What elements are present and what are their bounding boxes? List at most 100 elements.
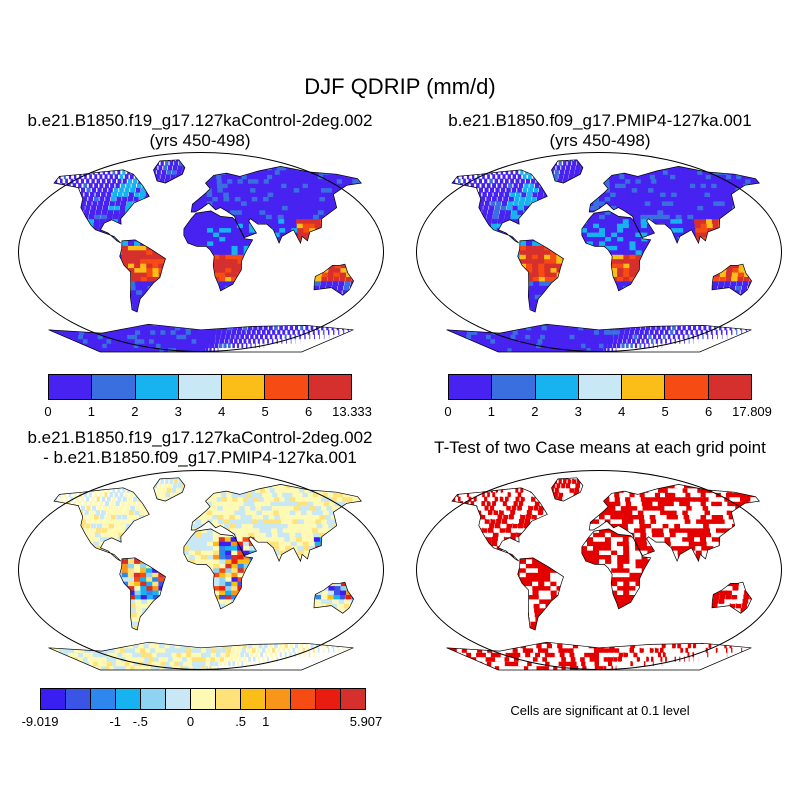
colorbar-tick-label: -.5 bbox=[132, 714, 148, 729]
colorbar-tick-label: -1 bbox=[109, 714, 121, 729]
colorbar-tick-label: 17.809 bbox=[732, 404, 772, 419]
coastline-eurasia bbox=[190, 166, 362, 245]
panel-pmip4-title: b.e21.B1850.f09_g17.PMIP4-127ka.001 (yrs… bbox=[400, 111, 800, 151]
coastline-antarctica bbox=[48, 641, 354, 671]
coastline-southAmerica bbox=[119, 557, 166, 631]
coastline-southAmerica bbox=[517, 239, 564, 313]
colorbar-tick-label: 1 bbox=[262, 714, 270, 729]
coastline-australia bbox=[711, 581, 753, 614]
colorbar-tick-label: 3 bbox=[574, 404, 582, 419]
colorbar-difference bbox=[40, 688, 366, 710]
colorbar-tick-label: 4 bbox=[218, 404, 226, 419]
panel-pmip4-title-line1: b.e21.B1850.f09_g17.PMIP4-127ka.001 bbox=[448, 111, 752, 130]
panel-control-title-line1: b.e21.B1850.f19_g17.127kaControl-2deg.00… bbox=[27, 111, 373, 130]
coastline-northAmerica bbox=[451, 169, 548, 244]
figure-title: DJF QDRIP (mm/d) bbox=[304, 74, 496, 99]
map-border bbox=[18, 152, 384, 352]
map-difference bbox=[18, 470, 384, 671]
coastline-australia bbox=[313, 581, 355, 614]
coastline-eurasia bbox=[588, 166, 760, 245]
colorbar-swatch bbox=[622, 375, 666, 399]
colorbar-swatch bbox=[341, 689, 365, 709]
colorbar-tick-label: 4 bbox=[618, 404, 626, 419]
coastline-northAmerica bbox=[53, 487, 150, 562]
colorbar-tick-label: 5.907 bbox=[349, 714, 383, 729]
colorbar-tick-label: .5 bbox=[235, 714, 247, 729]
map-control bbox=[18, 152, 384, 353]
coastline-greenland bbox=[551, 159, 584, 184]
coastline-australia bbox=[711, 263, 753, 296]
colorbar-swatch bbox=[116, 689, 141, 709]
colorbar-swatch bbox=[166, 689, 191, 709]
colorbar-swatch bbox=[141, 689, 166, 709]
colorbar-swatch bbox=[241, 689, 266, 709]
colorbar-swatch bbox=[222, 375, 266, 399]
panel-control-title: b.e21.B1850.f19_g17.127kaControl-2deg.00… bbox=[0, 111, 400, 151]
colorbar-tick-label: 0 bbox=[186, 714, 195, 729]
coastline-eurasia bbox=[190, 484, 362, 563]
colorbar-swatch bbox=[308, 375, 351, 399]
map-pmip4 bbox=[416, 152, 782, 353]
colorbar-swatch bbox=[49, 375, 93, 399]
colorbar-tick-label: 0 bbox=[44, 404, 52, 419]
coastline-greenland bbox=[551, 477, 584, 502]
colorbar-tick-label: 2 bbox=[131, 404, 139, 419]
colorbar-swatch bbox=[578, 375, 623, 399]
colorbar-swatch bbox=[265, 375, 309, 399]
colorbar-swatch bbox=[216, 689, 241, 709]
coastline-africa bbox=[581, 210, 652, 292]
coastline-antarctica bbox=[446, 641, 752, 671]
colorbar-swatch bbox=[708, 375, 751, 399]
colorbar-swatch bbox=[492, 375, 536, 399]
colorbar-pmip4 bbox=[448, 374, 752, 400]
panel-ttest-title-line1: T-Test of two Case means at each grid po… bbox=[434, 438, 766, 457]
colorbar-swatch bbox=[266, 689, 291, 709]
colorbar-swatch bbox=[665, 375, 709, 399]
map-border bbox=[416, 152, 782, 352]
panel-pmip4-title-line2: (yrs 450-498) bbox=[549, 131, 651, 150]
colorbar-swatch bbox=[66, 689, 91, 709]
colorbar-tick-label: 6 bbox=[704, 404, 713, 419]
coastline-antarctica bbox=[446, 323, 752, 353]
colorbar-tick-label: -9.019 bbox=[21, 714, 59, 729]
colorbar-swatch bbox=[316, 689, 341, 709]
panel-difference-title-line1: b.e21.B1850.f19_g17.127kaControl-2deg.00… bbox=[27, 428, 373, 447]
significance-note: Cells are significant at 0.1 level bbox=[510, 703, 690, 718]
colorbar-swatch bbox=[135, 375, 179, 399]
coastline-northAmerica bbox=[451, 487, 548, 562]
colorbar-swatch bbox=[92, 375, 136, 399]
colorbar-tick-label: 2 bbox=[531, 404, 539, 419]
colorbar-tick-label: 3 bbox=[174, 404, 182, 419]
coastline-antarctica bbox=[48, 323, 354, 353]
coastline-africa bbox=[183, 528, 254, 610]
colorbar-tick-label: 13.333 bbox=[332, 404, 372, 419]
panel-ttest-title: T-Test of two Case means at each grid po… bbox=[400, 438, 800, 458]
colorbar-swatch bbox=[535, 375, 579, 399]
coastline-eurasia bbox=[588, 484, 760, 563]
panel-difference-title: b.e21.B1850.f19_g17.127kaControl-2deg.00… bbox=[0, 428, 400, 468]
colorbar-swatch bbox=[178, 375, 223, 399]
colorbar-tick-label: 0 bbox=[444, 404, 452, 419]
colorbar-tick-label: 5 bbox=[261, 404, 269, 419]
coastline-southAmerica bbox=[119, 239, 166, 313]
colorbar-control bbox=[48, 374, 352, 400]
coastline-greenland bbox=[153, 477, 186, 502]
colorbar-tick-label: 5 bbox=[661, 404, 669, 419]
map-border bbox=[18, 470, 384, 670]
coastline-southAmerica bbox=[517, 557, 564, 631]
coastline-australia bbox=[313, 263, 355, 296]
colorbar-tick-label: 1 bbox=[487, 404, 496, 419]
coastline-africa bbox=[183, 210, 254, 292]
coastline-greenland bbox=[153, 159, 186, 184]
panel-difference-title-line2: - b.e21.B1850.f09_g17.PMIP4-127ka.001 bbox=[43, 448, 357, 467]
colorbar-swatch bbox=[191, 689, 216, 709]
map-ttest bbox=[416, 470, 782, 671]
coastline-africa bbox=[581, 528, 652, 610]
colorbar-tick-label: 1 bbox=[87, 404, 96, 419]
coastline-northAmerica bbox=[53, 169, 150, 244]
colorbar-swatch bbox=[291, 689, 316, 709]
map-border bbox=[416, 470, 782, 670]
colorbar-swatch bbox=[91, 689, 116, 709]
colorbar-swatch bbox=[449, 375, 493, 399]
colorbar-tick-label: 6 bbox=[304, 404, 313, 419]
